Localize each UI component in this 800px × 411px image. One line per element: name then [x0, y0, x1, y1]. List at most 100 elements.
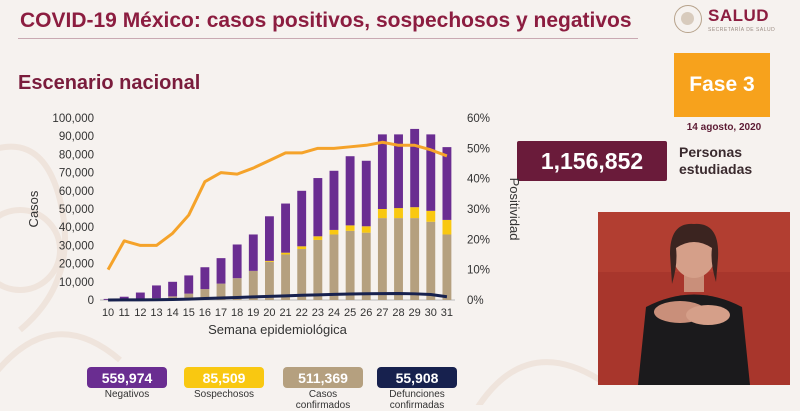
x-tick-label: 11 [118, 307, 129, 319]
x-tick-label: 17 [215, 307, 227, 319]
negativos-value: 559,974 [87, 367, 167, 388]
bar-segment [184, 275, 193, 293]
bar-segment [249, 234, 258, 270]
x-tick-label: 14 [166, 307, 178, 319]
defunciones-value: 55,908 [377, 367, 457, 388]
title-divider [18, 38, 638, 39]
bar-segment [426, 134, 435, 210]
y-tick-label: 100,000 [52, 113, 94, 125]
bar-segment [426, 211, 435, 222]
bar-segment [346, 225, 355, 230]
x-tick-label: 24 [328, 307, 340, 319]
bar-segment [136, 293, 145, 299]
negativos-label: Negativos [87, 389, 167, 400]
bar-segment [362, 226, 371, 232]
bar-segment [313, 236, 322, 240]
x-tick-label: 29 [409, 307, 421, 319]
y-tick-label: 20,000 [59, 259, 94, 271]
bar-segment [410, 218, 419, 300]
x-tick-label: 21 [279, 307, 291, 319]
defunciones-label: Defunciones confirmadas [377, 389, 457, 411]
bar-segment [281, 204, 290, 253]
x-tick-label: 25 [344, 307, 356, 319]
bar-segment [346, 231, 355, 300]
bar-segment [442, 147, 451, 220]
x-tick-label: 26 [360, 307, 372, 319]
interpreter-figure [598, 212, 790, 385]
bar-segment [426, 222, 435, 300]
y2-axis-title: Positividad [507, 178, 520, 241]
sospechosos-label: Sospechosos [184, 389, 264, 400]
x-tick-label: 27 [376, 307, 388, 319]
x-tick-label: 28 [392, 307, 404, 319]
y-tick-label: 40,000 [59, 222, 94, 234]
y2-tick-label: 20% [467, 234, 490, 246]
bar-segment [313, 240, 322, 300]
bar-segment [281, 253, 290, 255]
y-tick-label: 80,000 [59, 149, 94, 161]
sospechosos-value: 85,509 [184, 367, 264, 388]
x-tick-label: 16 [199, 307, 211, 319]
y-tick-label: 30,000 [59, 240, 94, 252]
bar-segment [313, 178, 322, 236]
people-studied-label: Personas estudiadas [679, 144, 779, 178]
x-tick-label: 19 [247, 307, 259, 319]
y-axis-title: Casos [26, 190, 41, 227]
x-tick-label: 22 [296, 307, 308, 319]
confirmados-value: 511,369 [283, 367, 363, 388]
x-tick-label: 30 [425, 307, 437, 319]
bar-segment [265, 262, 274, 300]
bar-segment [410, 207, 419, 218]
y2-tick-label: 50% [467, 143, 490, 155]
y2-tick-label: 40% [467, 174, 490, 186]
x-tick-label: 18 [231, 307, 243, 319]
x-tick-label: 31 [441, 307, 453, 319]
y-tick-label: 10,000 [59, 277, 94, 289]
y-tick-label: 50,000 [59, 204, 94, 216]
bar-segment [297, 249, 306, 300]
chart-svg: 010,00020,00030,00040,00050,00060,00070,… [0, 100, 520, 346]
x-tick-label: 15 [183, 307, 195, 319]
x-tick-label: 23 [312, 307, 324, 319]
y-tick-label: 0 [88, 295, 94, 307]
bar-segment [442, 234, 451, 300]
salud-logo: SALUD SECRETARÍA DE SALUD [670, 5, 780, 39]
x-tick-label: 10 [102, 307, 114, 319]
y-tick-label: 90,000 [59, 131, 94, 143]
y2-tick-label: 60% [467, 113, 490, 125]
confirmados-label: Casos confirmados [283, 389, 363, 411]
bar-segment [362, 233, 371, 300]
logo-text: SALUD [708, 6, 769, 26]
bar-segment [217, 258, 226, 283]
bar-segment [330, 230, 339, 235]
x-axis-title: Semana epidemiológica [208, 322, 348, 337]
seal-icon [674, 5, 702, 33]
bar-segment [410, 129, 419, 207]
x-tick-label: 13 [150, 307, 162, 319]
y2-tick-label: 0% [467, 295, 484, 307]
page-subtitle: Escenario nacional [18, 72, 200, 95]
bar-segment [394, 218, 403, 300]
bar-segment [330, 234, 339, 300]
bar-segment [297, 191, 306, 247]
bar-segment [265, 216, 274, 261]
bar-segment [152, 285, 161, 298]
y2-tick-label: 30% [467, 204, 490, 216]
page-title: COVID-19 México: casos positivos, sospec… [20, 9, 632, 33]
bar-segment [265, 261, 274, 262]
bar-segment [394, 208, 403, 218]
bar-segment [168, 282, 177, 297]
bar-segment [200, 267, 209, 289]
bar-segment [233, 244, 242, 278]
logo-subtext: SECRETARÍA DE SALUD [708, 27, 775, 33]
bar-segment [346, 156, 355, 225]
sign-language-interpreter-video [598, 212, 790, 385]
phase-badge: Fase 3 [674, 53, 770, 117]
bar-segment [378, 218, 387, 300]
report-date: 14 agosto, 2020 [676, 122, 772, 133]
y2-tick-label: 10% [467, 265, 490, 277]
y-tick-label: 70,000 [59, 168, 94, 180]
people-studied-value: 1,156,852 [517, 141, 667, 181]
bar-segment [281, 255, 290, 301]
